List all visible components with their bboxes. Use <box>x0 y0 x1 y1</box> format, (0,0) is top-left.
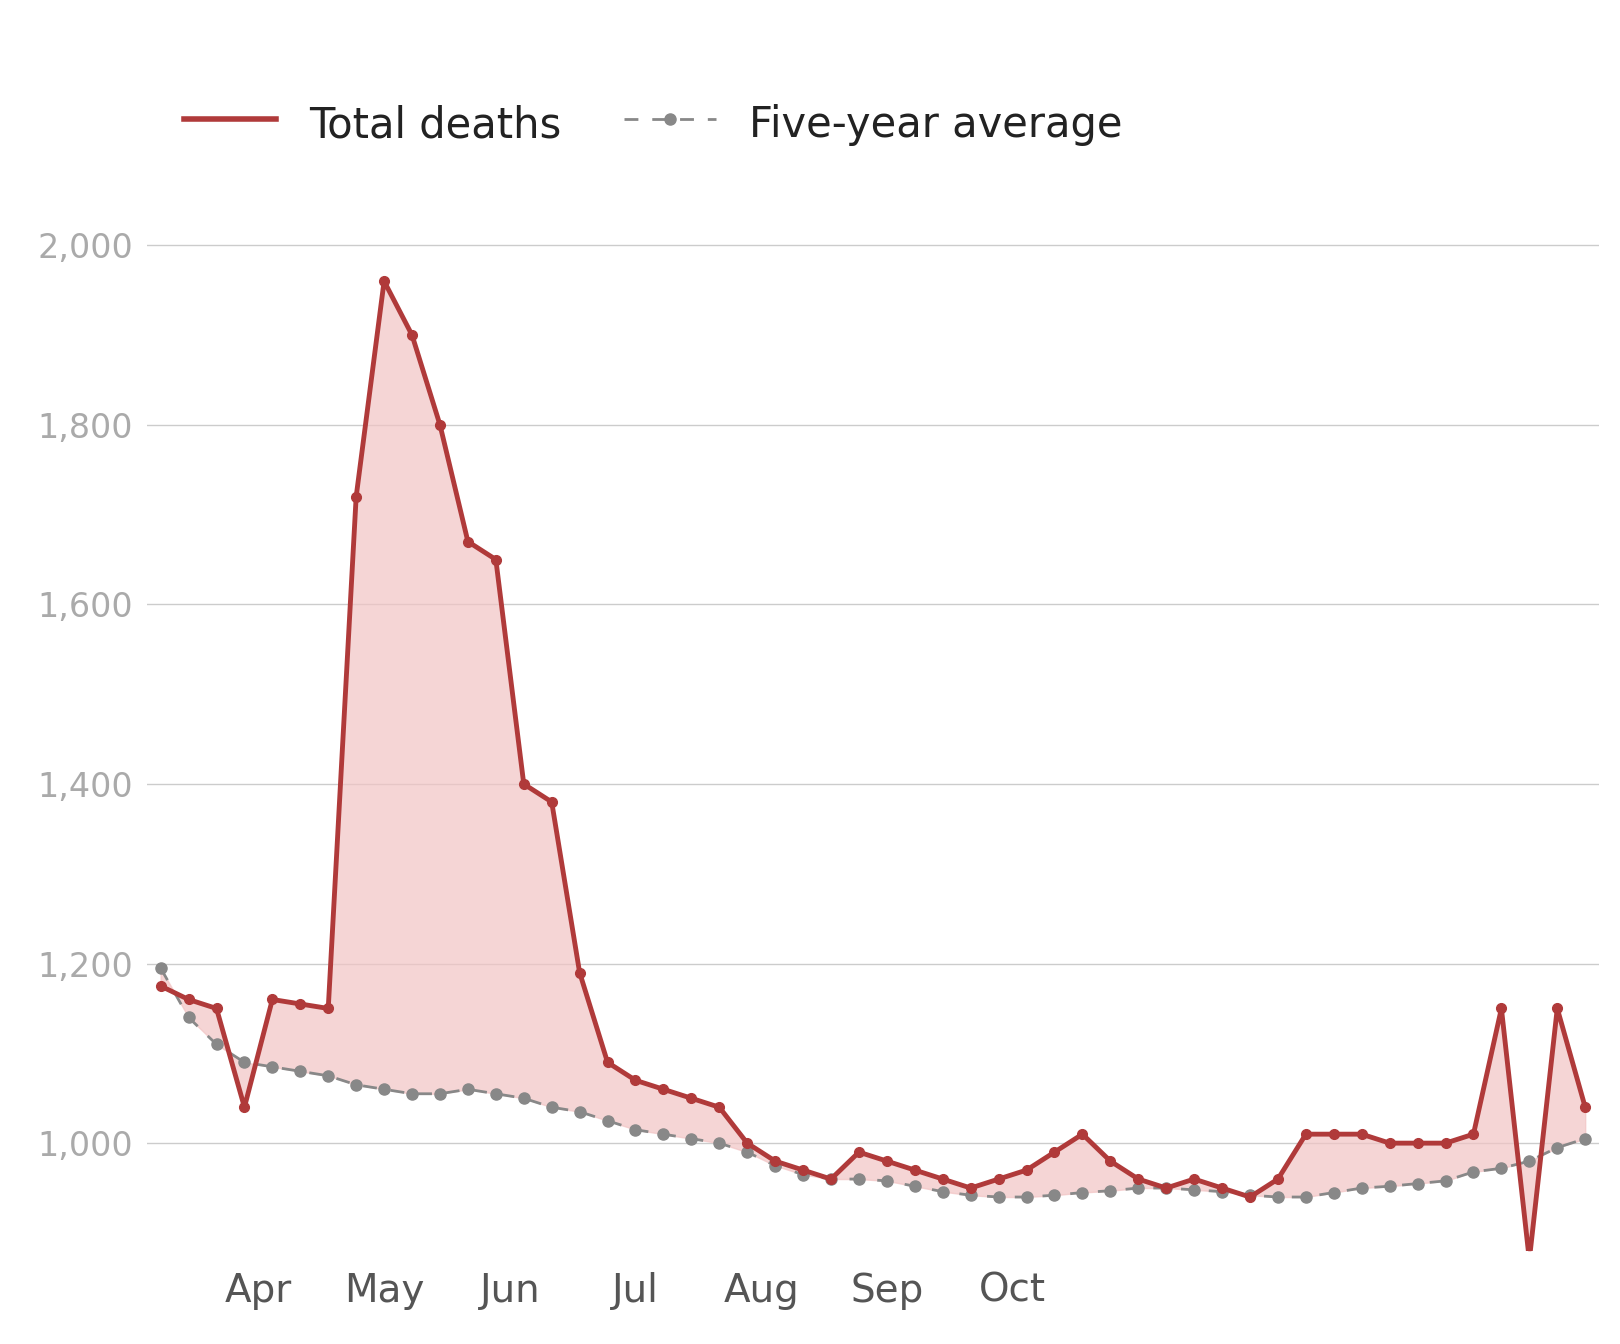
Legend: Total deaths, Five-year average: Total deaths, Five-year average <box>167 85 1139 163</box>
